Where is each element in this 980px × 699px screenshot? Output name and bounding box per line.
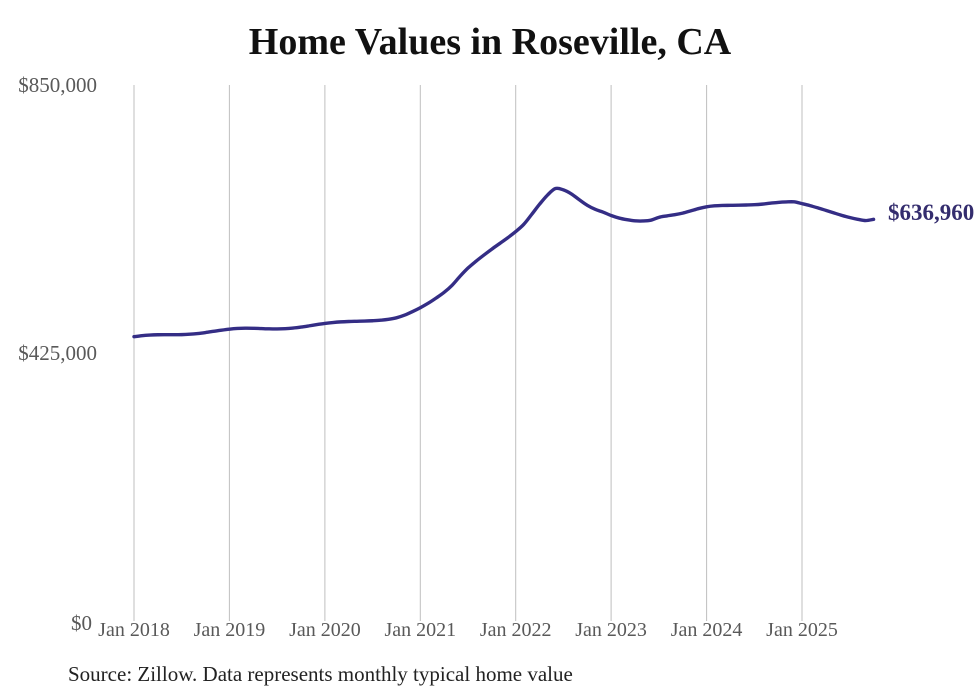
svg-text:Jan 2021: Jan 2021 xyxy=(384,619,456,641)
svg-text:Jan 2019: Jan 2019 xyxy=(194,619,266,641)
svg-text:Jan 2018: Jan 2018 xyxy=(98,619,170,641)
svg-text:Jan 2023: Jan 2023 xyxy=(575,619,647,641)
svg-text:$0: $0 xyxy=(71,611,92,635)
svg-text:$425,000: $425,000 xyxy=(18,341,97,365)
svg-text:Jan 2020: Jan 2020 xyxy=(289,619,361,641)
svg-text:Jan 2022: Jan 2022 xyxy=(480,619,552,641)
svg-text:Jan 2024: Jan 2024 xyxy=(671,619,743,641)
svg-text:$850,000: $850,000 xyxy=(18,73,97,97)
svg-text:$636,960: $636,960 xyxy=(888,200,974,225)
svg-text:Jan 2025: Jan 2025 xyxy=(766,619,838,641)
